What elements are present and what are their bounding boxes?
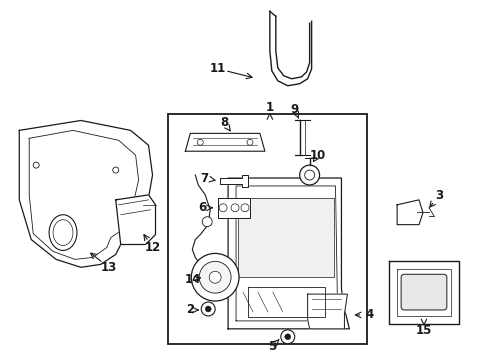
Circle shape <box>199 261 231 293</box>
Text: 4: 4 <box>365 309 373 321</box>
Circle shape <box>280 330 294 344</box>
Text: 6: 6 <box>198 201 206 214</box>
Text: 2: 2 <box>186 303 194 316</box>
Circle shape <box>246 139 252 145</box>
Circle shape <box>113 167 119 173</box>
Text: 14: 14 <box>185 273 201 286</box>
FancyBboxPatch shape <box>400 274 446 310</box>
Polygon shape <box>307 294 346 329</box>
Circle shape <box>219 204 226 212</box>
Circle shape <box>299 165 319 185</box>
Polygon shape <box>220 175 247 187</box>
Polygon shape <box>116 195 155 244</box>
Polygon shape <box>247 287 324 317</box>
Circle shape <box>284 334 290 340</box>
Ellipse shape <box>53 220 73 246</box>
Bar <box>168 113 366 344</box>
Text: 11: 11 <box>210 62 226 75</box>
Circle shape <box>197 139 203 145</box>
Polygon shape <box>227 178 349 329</box>
Text: 8: 8 <box>220 116 228 129</box>
Polygon shape <box>19 121 152 267</box>
Polygon shape <box>238 198 334 277</box>
Text: 10: 10 <box>309 149 325 162</box>
Circle shape <box>241 204 248 212</box>
Text: 9: 9 <box>290 103 298 116</box>
Polygon shape <box>185 133 264 151</box>
Circle shape <box>304 170 314 180</box>
Circle shape <box>33 162 39 168</box>
Text: 3: 3 <box>434 189 442 202</box>
Circle shape <box>205 306 211 312</box>
Circle shape <box>202 217 212 227</box>
Text: 1: 1 <box>265 101 273 114</box>
Circle shape <box>191 253 239 301</box>
Ellipse shape <box>49 215 77 251</box>
Polygon shape <box>396 200 422 225</box>
Circle shape <box>231 204 239 212</box>
Text: 7: 7 <box>200 171 208 185</box>
Text: 13: 13 <box>101 261 117 274</box>
Circle shape <box>209 271 221 283</box>
Circle shape <box>201 302 215 316</box>
Text: 12: 12 <box>144 241 161 254</box>
Text: 5: 5 <box>267 340 275 353</box>
Polygon shape <box>388 261 458 324</box>
Text: 15: 15 <box>415 324 431 337</box>
Polygon shape <box>218 198 249 218</box>
